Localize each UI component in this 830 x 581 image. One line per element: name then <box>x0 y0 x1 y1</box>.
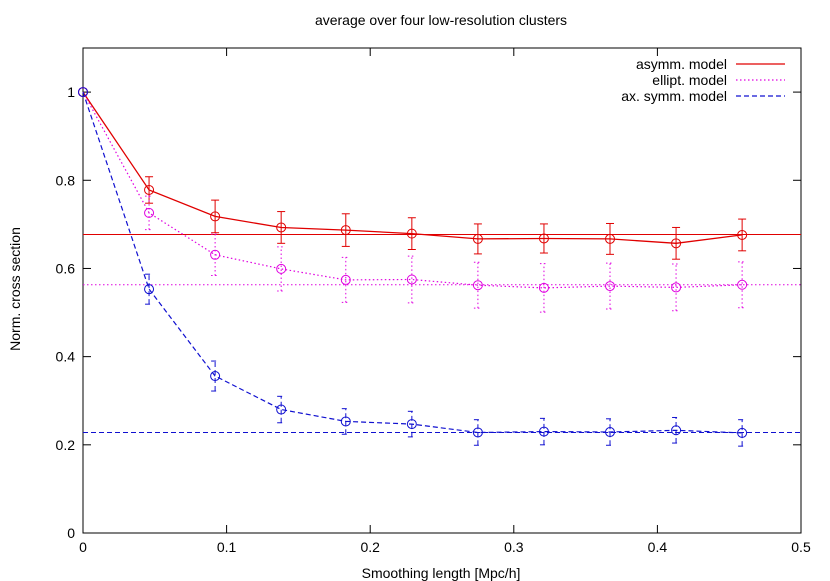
data-point <box>472 233 483 244</box>
data-point <box>671 238 682 249</box>
data-point <box>276 404 287 415</box>
legend-label: ax. symm. model <box>621 88 727 104</box>
data-point <box>737 427 748 438</box>
data-point <box>472 427 483 438</box>
x-tick-label: 0.1 <box>217 539 237 555</box>
y-axis-label: Norm. cross section <box>7 227 23 351</box>
data-point <box>340 225 351 236</box>
axis-ticks: 0 0.1 0.2 0.3 0.4 0.5 0 0.2 0.4 0.6 0.8 1 <box>56 48 811 555</box>
data-point <box>144 207 155 218</box>
x-tick-label: 0.3 <box>504 539 524 555</box>
data-point <box>671 282 682 293</box>
y-tick-label: 1 <box>67 84 75 100</box>
data-point <box>276 263 287 274</box>
x-tick-label: 0.4 <box>648 539 668 555</box>
data-point <box>340 274 351 285</box>
data-point <box>605 281 616 292</box>
data-point <box>605 233 616 244</box>
data-point <box>472 280 483 291</box>
series-line <box>82 91 743 289</box>
data-point <box>406 419 417 430</box>
data-point <box>737 229 748 240</box>
y-tick-label: 0 <box>67 525 75 541</box>
data-point <box>78 87 88 98</box>
series-lines <box>82 91 743 434</box>
data-point <box>144 284 155 295</box>
data-point <box>406 228 417 239</box>
x-tick-label: 0.2 <box>360 539 380 555</box>
y-tick-label: 0.8 <box>56 172 76 188</box>
x-axis-label: Smoothing length [Mpc/h] <box>362 565 521 581</box>
data-point <box>210 211 221 222</box>
x-tick-label: 0.5 <box>791 539 811 555</box>
error-bars <box>145 176 747 447</box>
data-point <box>406 274 417 285</box>
chart-title: average over four low-resolution cluster… <box>315 12 567 28</box>
data-point <box>538 233 549 244</box>
data-point <box>210 371 221 382</box>
y-tick-label: 0.2 <box>56 437 76 453</box>
data-point <box>538 426 549 437</box>
data-point <box>538 282 549 293</box>
y-tick-label: 0.6 <box>56 260 76 276</box>
data-points <box>78 87 748 438</box>
x-tick-label: 0 <box>79 539 87 555</box>
data-point <box>276 222 287 233</box>
series-line <box>82 91 743 244</box>
data-point <box>340 416 351 427</box>
series-line <box>82 91 743 434</box>
data-point <box>737 279 748 290</box>
data-point <box>671 425 682 436</box>
reference-lines <box>83 234 801 433</box>
y-tick-label: 0.4 <box>56 349 76 365</box>
data-point <box>144 184 155 195</box>
plot-frame <box>82 47 802 534</box>
data-point <box>605 427 616 438</box>
data-point <box>210 249 221 260</box>
legend-label: asymm. model <box>636 56 727 72</box>
legend-label: ellipt. model <box>652 72 727 88</box>
